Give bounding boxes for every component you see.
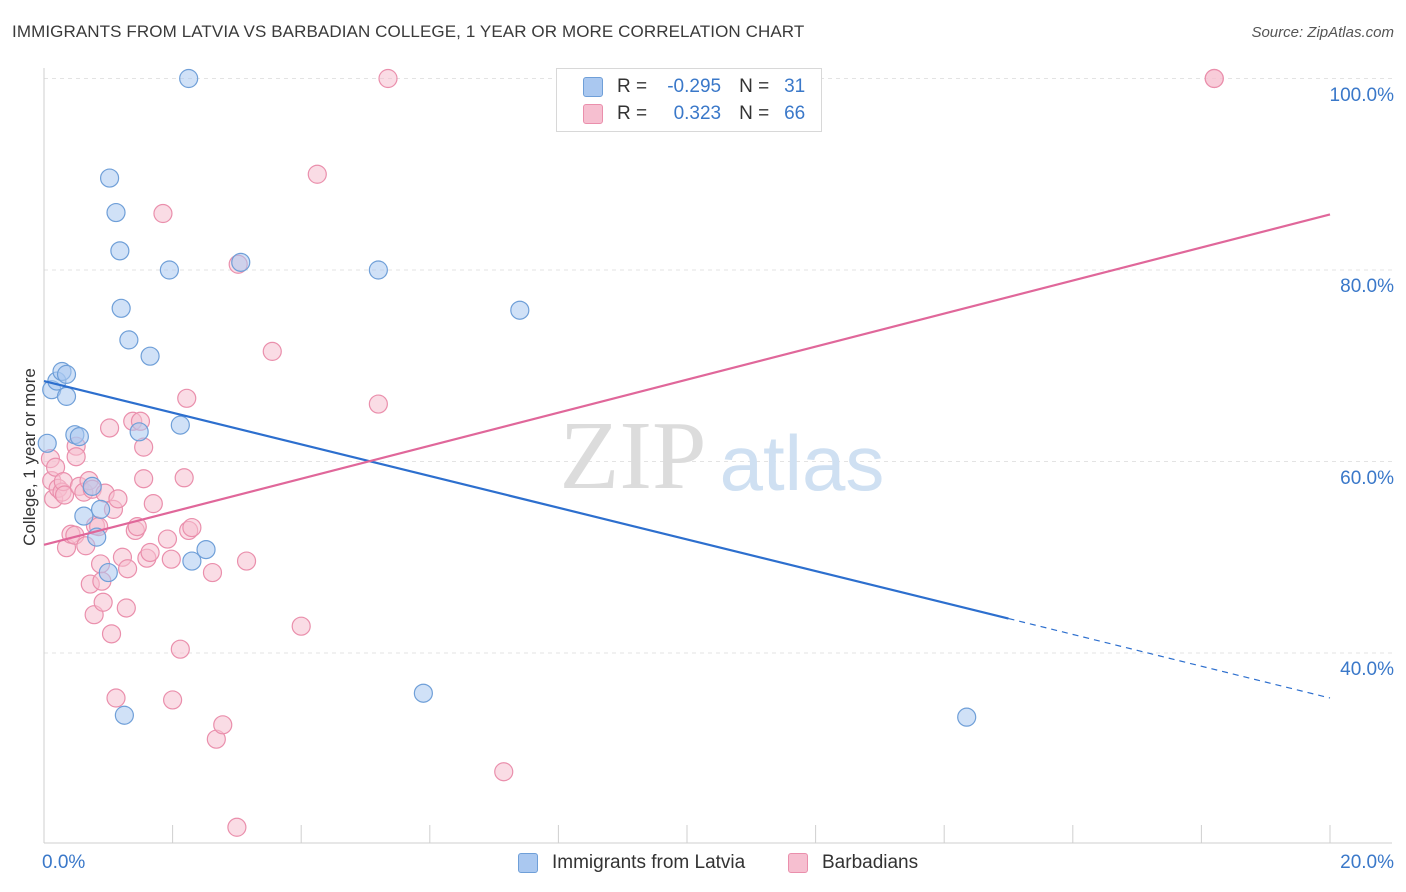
- latvia-point: [413, 683, 433, 703]
- barbadians-point: [93, 592, 113, 612]
- series-legend: Immigrants from Latvia Barbadians: [0, 852, 1406, 878]
- legend-item-latvia[interactable]: Immigrants from Latvia: [518, 852, 745, 874]
- latvia-point: [99, 168, 120, 188]
- latvia-point: [56, 386, 77, 406]
- latvia-point: [90, 499, 111, 519]
- barbadians-trend-line: [43, 213, 1331, 546]
- chart-title: IMMIGRANTS FROM LATVIA VS BARBADIAN COLL…: [12, 22, 805, 41]
- latvia-point: [69, 427, 89, 447]
- r-label: R =: [617, 103, 648, 124]
- n-label: N =: [739, 103, 770, 124]
- latvia-point: [110, 241, 130, 261]
- barbadians-point: [227, 817, 247, 837]
- latvia-point: [179, 68, 199, 89]
- barbadians-point: [101, 624, 122, 644]
- barbadians-point: [153, 203, 173, 224]
- latvia-points: [37, 68, 977, 727]
- watermark-zip: ZIP: [560, 402, 707, 510]
- barbadians-point: [170, 639, 190, 659]
- legend-label-barbadians: Barbadians: [822, 852, 919, 873]
- barbadians-point: [117, 559, 138, 579]
- y-tick-label: 60.0%: [1340, 467, 1394, 489]
- latvia-point: [114, 705, 134, 725]
- n-value: 31: [784, 76, 806, 97]
- latvia-point: [37, 433, 57, 453]
- latvia-point: [957, 707, 977, 727]
- barbadians-point: [161, 549, 181, 569]
- n-label: N =: [739, 76, 770, 97]
- latvia-point: [119, 330, 139, 350]
- latvia-point: [196, 539, 216, 560]
- barbadians-point: [66, 447, 86, 467]
- barbadians-point: [143, 494, 163, 514]
- barbadians-point: [494, 762, 514, 782]
- n-value: 66: [784, 103, 806, 124]
- latvia-point: [56, 364, 77, 384]
- latvia-point: [182, 551, 202, 571]
- latvia-point: [82, 476, 102, 496]
- r-label: R =: [617, 76, 648, 97]
- barbadians-point: [213, 715, 233, 735]
- barbadians-point: [108, 489, 128, 509]
- r-value: -0.295: [667, 76, 722, 97]
- source-label: Source: ZipAtlas.com: [1251, 24, 1394, 41]
- barbadians-point: [236, 551, 257, 571]
- barbadians-point: [291, 616, 311, 636]
- latvia-point: [170, 415, 190, 435]
- barbadians-point: [262, 341, 282, 361]
- barbadians-point: [163, 690, 183, 710]
- r-value: 0.323: [673, 103, 722, 124]
- axes: [43, 68, 1392, 844]
- latvia-point: [140, 346, 160, 366]
- barbadians-swatch: [788, 853, 808, 873]
- barbadians-point: [177, 388, 197, 408]
- latvia-trend-extension: [1008, 617, 1331, 699]
- barbadians-point: [157, 529, 178, 549]
- legend-row-barbadians: R = 0.323 N = 66: [583, 102, 805, 126]
- latvia-point: [98, 562, 118, 583]
- watermark: ZIP atlas: [560, 402, 885, 510]
- barbadians-point: [182, 517, 202, 538]
- latvia-point: [106, 202, 126, 223]
- barbadians-point: [174, 468, 194, 488]
- latvia-swatch: [583, 77, 603, 97]
- barbadians-point: [378, 68, 398, 89]
- x-tick-label-max: 20.0%: [1340, 852, 1394, 873]
- y-tick-label: 40.0%: [1340, 659, 1394, 680]
- y-tick-label: 100.0%: [1329, 84, 1394, 106]
- barbadians-point: [134, 469, 154, 489]
- legend-row-latvia: R = -0.295 N = 31: [583, 75, 805, 99]
- barbadians-point: [307, 164, 327, 184]
- watermark-atlas: atlas: [720, 419, 885, 507]
- barbadians-point: [140, 542, 160, 563]
- latvia-point: [231, 252, 251, 272]
- barbadians-point: [1204, 68, 1224, 89]
- legend-item-barbadians[interactable]: Barbadians: [788, 852, 918, 874]
- barbadians-point: [54, 485, 75, 505]
- latvia-point: [111, 298, 131, 318]
- barbadians-point: [368, 394, 388, 414]
- latvia-point: [368, 260, 388, 280]
- latvia-point: [510, 300, 530, 320]
- latvia-point: [74, 506, 94, 526]
- barbadians-point: [99, 418, 120, 438]
- legend-label-latvia: Immigrants from Latvia: [552, 852, 746, 873]
- barbadians-point: [106, 688, 126, 708]
- barbadians-point: [116, 598, 136, 618]
- latvia-trend-line: [43, 380, 1009, 620]
- x-tick-label-min: 0.0%: [42, 852, 86, 873]
- barbadians-point: [202, 562, 223, 583]
- latvia-point: [129, 422, 149, 442]
- barbadians-swatch: [583, 104, 603, 124]
- stats-legend: R = -0.295 N = 31 R = 0.323 N = 66: [556, 68, 822, 132]
- trend-lines: [43, 213, 1331, 699]
- latvia-point: [159, 260, 179, 280]
- latvia-swatch: [518, 853, 538, 873]
- grid: [44, 78, 1392, 654]
- y-tick-label: 80.0%: [1340, 276, 1394, 297]
